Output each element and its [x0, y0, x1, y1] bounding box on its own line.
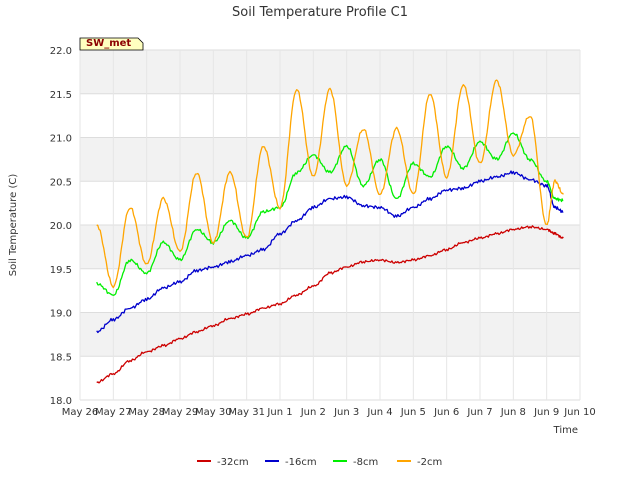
plot-band — [80, 312, 580, 357]
x-tick-label: Jun 10 — [563, 407, 596, 418]
x-tick-label: Jun 2 — [300, 407, 326, 418]
legend-label: -8cm — [353, 457, 378, 468]
legend-label: -32cm — [217, 457, 249, 468]
gridlines — [79, 49, 581, 401]
plot-band — [80, 50, 580, 94]
y-tick-label: 21.5 — [50, 90, 72, 101]
x-tick-label: Jun 4 — [366, 407, 392, 418]
x-tick-label: May 31 — [228, 407, 265, 418]
badge-label: SW_met — [86, 38, 131, 49]
x-tick-label: May 28 — [128, 407, 165, 418]
y-tick-label: 19.0 — [50, 309, 72, 320]
x-tick-label: May 30 — [195, 407, 232, 418]
y-axis-ticks: 18.0 18.5 19.0 19.5 20.0 20.5 21.0 21.5 22.0 — [50, 46, 72, 407]
x-tick-label: May 29 — [162, 407, 199, 418]
plot-band — [80, 225, 580, 269]
x-axis-label: Time — [553, 425, 578, 436]
y-tick-label: 20.5 — [50, 177, 72, 188]
x-tick-label: Jun 6 — [433, 407, 459, 418]
site-badge: SW_met — [79, 37, 144, 51]
series-line--2cm — [96, 79, 564, 289]
y-axis-label: Soil Temperature (C) — [8, 174, 19, 277]
x-tick-label: Jun 3 — [333, 407, 359, 418]
x-tick-label: May 26 — [62, 407, 99, 418]
legend-label: -16cm — [285, 457, 317, 468]
series-line--32cm — [96, 225, 564, 384]
plot-band — [80, 137, 580, 182]
series-line--8cm — [96, 132, 564, 296]
x-tick-label: Jun 1 — [266, 407, 292, 418]
y-tick-label: 18.5 — [50, 352, 72, 363]
x-tick-label: Jun 5 — [400, 407, 426, 418]
series-line--16cm — [96, 170, 564, 334]
chart-title: Soil Temperature Profile C1 — [232, 5, 408, 20]
x-tick-label: Jun 7 — [466, 407, 492, 418]
y-tick-label: 21.0 — [50, 134, 72, 145]
y-tick-label: 18.0 — [50, 396, 72, 407]
legend-label: -2cm — [417, 457, 442, 468]
x-tick-label: Jun 8 — [500, 407, 526, 418]
legend: -32cm -16cm -8cm -2cm — [197, 457, 442, 468]
series-lines — [96, 79, 564, 384]
y-tick-label: 19.5 — [50, 265, 72, 276]
y-tick-label: 22.0 — [50, 46, 72, 57]
x-tick-label: Jun 9 — [533, 407, 559, 418]
y-tick-label: 20.0 — [50, 221, 72, 232]
x-tick-label: May 27 — [95, 407, 132, 418]
